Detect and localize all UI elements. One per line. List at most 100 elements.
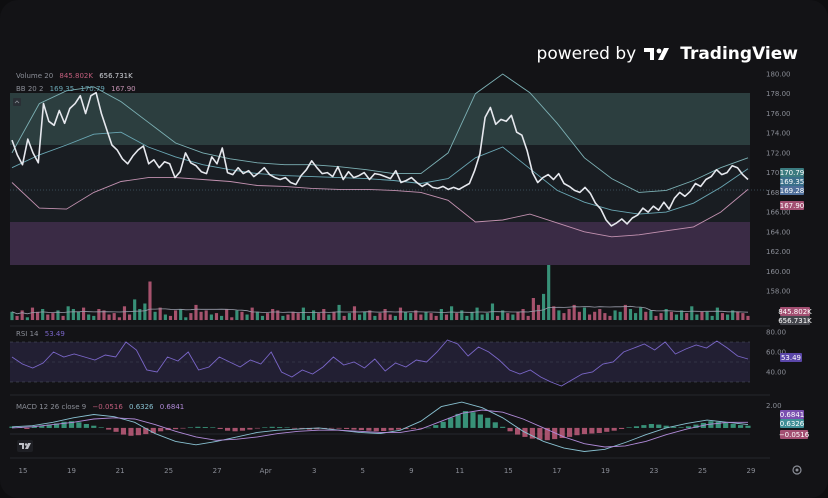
- volume-bar: [603, 313, 607, 320]
- time-tick-label: 3: [312, 467, 316, 475]
- macd-hist-bar: [738, 425, 744, 428]
- volume-bar: [434, 315, 438, 320]
- volume-bar: [690, 306, 694, 321]
- tradingview-watermark[interactable]: powered by TradingView: [537, 40, 798, 68]
- price-tick-label: 176.00: [766, 110, 791, 118]
- legend-macd[interactable]: MACD 12 26 close 9 −0.0516 0.6326 0.6841: [16, 403, 184, 411]
- volume-bar: [220, 315, 224, 320]
- volume-bar: [332, 311, 336, 321]
- bb-basis-line: [11, 131, 749, 215]
- macd-hist-bar: [336, 427, 342, 429]
- signal-line: [11, 409, 748, 448]
- volume-bar: [562, 313, 566, 320]
- volume-bar: [582, 307, 587, 320]
- volume-bar: [358, 314, 362, 320]
- gear-icon[interactable]: [792, 465, 802, 475]
- price-axis[interactable]: 180.00 178.00 176.00 174.00 172.00 170.00 168.…: [766, 71, 791, 296]
- time-tick-label: 23: [649, 467, 658, 475]
- macd-hist-bar: [552, 427, 558, 440]
- macd-hist-bar: [54, 423, 60, 428]
- macd-hist-bar: [247, 427, 253, 430]
- macd-hist-bar: [663, 425, 669, 428]
- tag-volume-ma: 656.731K: [778, 316, 812, 325]
- macd-hist-bar: [83, 424, 89, 428]
- volume-bar: [322, 309, 326, 320]
- tag-volume-text: 845.802K: [778, 308, 812, 316]
- volume-bar: [199, 311, 203, 321]
- volume-bar: [639, 307, 643, 320]
- time-tick-label: 17: [552, 467, 561, 475]
- tv-corner-logo-icon[interactable]: [17, 440, 33, 452]
- volume-bar: [327, 314, 331, 320]
- volume-bar: [746, 315, 750, 320]
- volume-bar: [30, 307, 35, 320]
- volume-bar: [36, 311, 40, 321]
- volume-bar: [501, 310, 505, 320]
- collapse-arrow-icon[interactable]: [13, 98, 21, 106]
- time-tick-label: 5: [360, 467, 364, 475]
- tag-bb-upper: 170.79: [780, 168, 804, 177]
- volume-bar: [20, 310, 24, 320]
- macd-hist-bar: [113, 427, 119, 432]
- volume-bar: [112, 313, 116, 320]
- volume-bar: [25, 317, 29, 321]
- volume-bar: [168, 315, 173, 320]
- volume-bar: [414, 310, 418, 320]
- volume-bar: [618, 311, 622, 321]
- macd-hist-bar: [284, 427, 290, 428]
- price-tick-label: 174.00: [766, 130, 791, 138]
- volume-bar: [117, 317, 121, 321]
- volume-bar: [465, 315, 469, 320]
- volume-bar: [143, 303, 147, 320]
- macd-hist-bar: [671, 426, 677, 428]
- legend-bb[interactable]: BB 20 2 169.35 170.79 167.90: [16, 85, 136, 93]
- tag-hist: −0.0516: [779, 430, 810, 439]
- volume-bar: [526, 315, 530, 320]
- macd-hist-bar: [277, 427, 283, 428]
- volume-bar: [204, 310, 208, 320]
- macd-hist-bar: [477, 414, 483, 428]
- volume-bar: [419, 314, 423, 320]
- macd-hist-bar: [440, 421, 446, 428]
- macd-hist-bar: [485, 417, 491, 428]
- legend-rsi-v1: 53.49: [45, 330, 65, 338]
- macd-axis[interactable]: 2.00: [766, 402, 782, 410]
- macd-hist-bar: [135, 427, 141, 436]
- macd-hist-bar: [173, 427, 179, 430]
- macd-hist-bar: [143, 427, 149, 435]
- volume-bar: [266, 313, 270, 320]
- price-tick-label: 160.00: [766, 268, 791, 276]
- volume-bar: [337, 304, 341, 320]
- price-tick-label: 158.00: [766, 288, 791, 296]
- volume-bar: [536, 304, 541, 320]
- macd-hist-bar: [39, 425, 45, 428]
- volume-bar: [424, 311, 428, 321]
- volume-bar: [475, 307, 479, 320]
- volume-bar: [260, 315, 265, 320]
- macd-hist-bar: [210, 427, 216, 428]
- volume-bar: [547, 265, 551, 320]
- volume-bars: [10, 265, 750, 321]
- volume-bar: [276, 310, 280, 320]
- macd-hist-bar: [507, 427, 513, 432]
- tag-rsi: 53.49: [780, 353, 802, 362]
- macd-hist-bar: [91, 425, 97, 428]
- rsi-line: [11, 339, 749, 387]
- macd-hist-bar: [515, 427, 521, 435]
- tag-hist-text: −0.0516: [779, 431, 810, 439]
- legend-bb-name: BB 20 2: [16, 85, 43, 93]
- macd-hist-bar: [745, 425, 751, 428]
- macd-hist-bar: [604, 427, 610, 432]
- volume-bar: [542, 293, 546, 320]
- legend-volume[interactable]: Volume 20 845.802K 656.731K: [16, 72, 133, 80]
- volume-bar: [301, 307, 305, 320]
- volume-bar: [726, 314, 730, 320]
- volume-bar: [97, 309, 101, 320]
- time-axis[interactable]: 15 19 21 25 27 Apr 3 5 9 11 15 17 19 23 25 29: [19, 467, 756, 475]
- volume-bar: [649, 310, 653, 320]
- macd-hist-bar: [68, 421, 75, 428]
- rsi-axis[interactable]: 80.00 60.00 40.00: [766, 329, 786, 377]
- legend-rsi[interactable]: RSI 14 53.49: [16, 330, 65, 338]
- volume-bar: [388, 314, 392, 320]
